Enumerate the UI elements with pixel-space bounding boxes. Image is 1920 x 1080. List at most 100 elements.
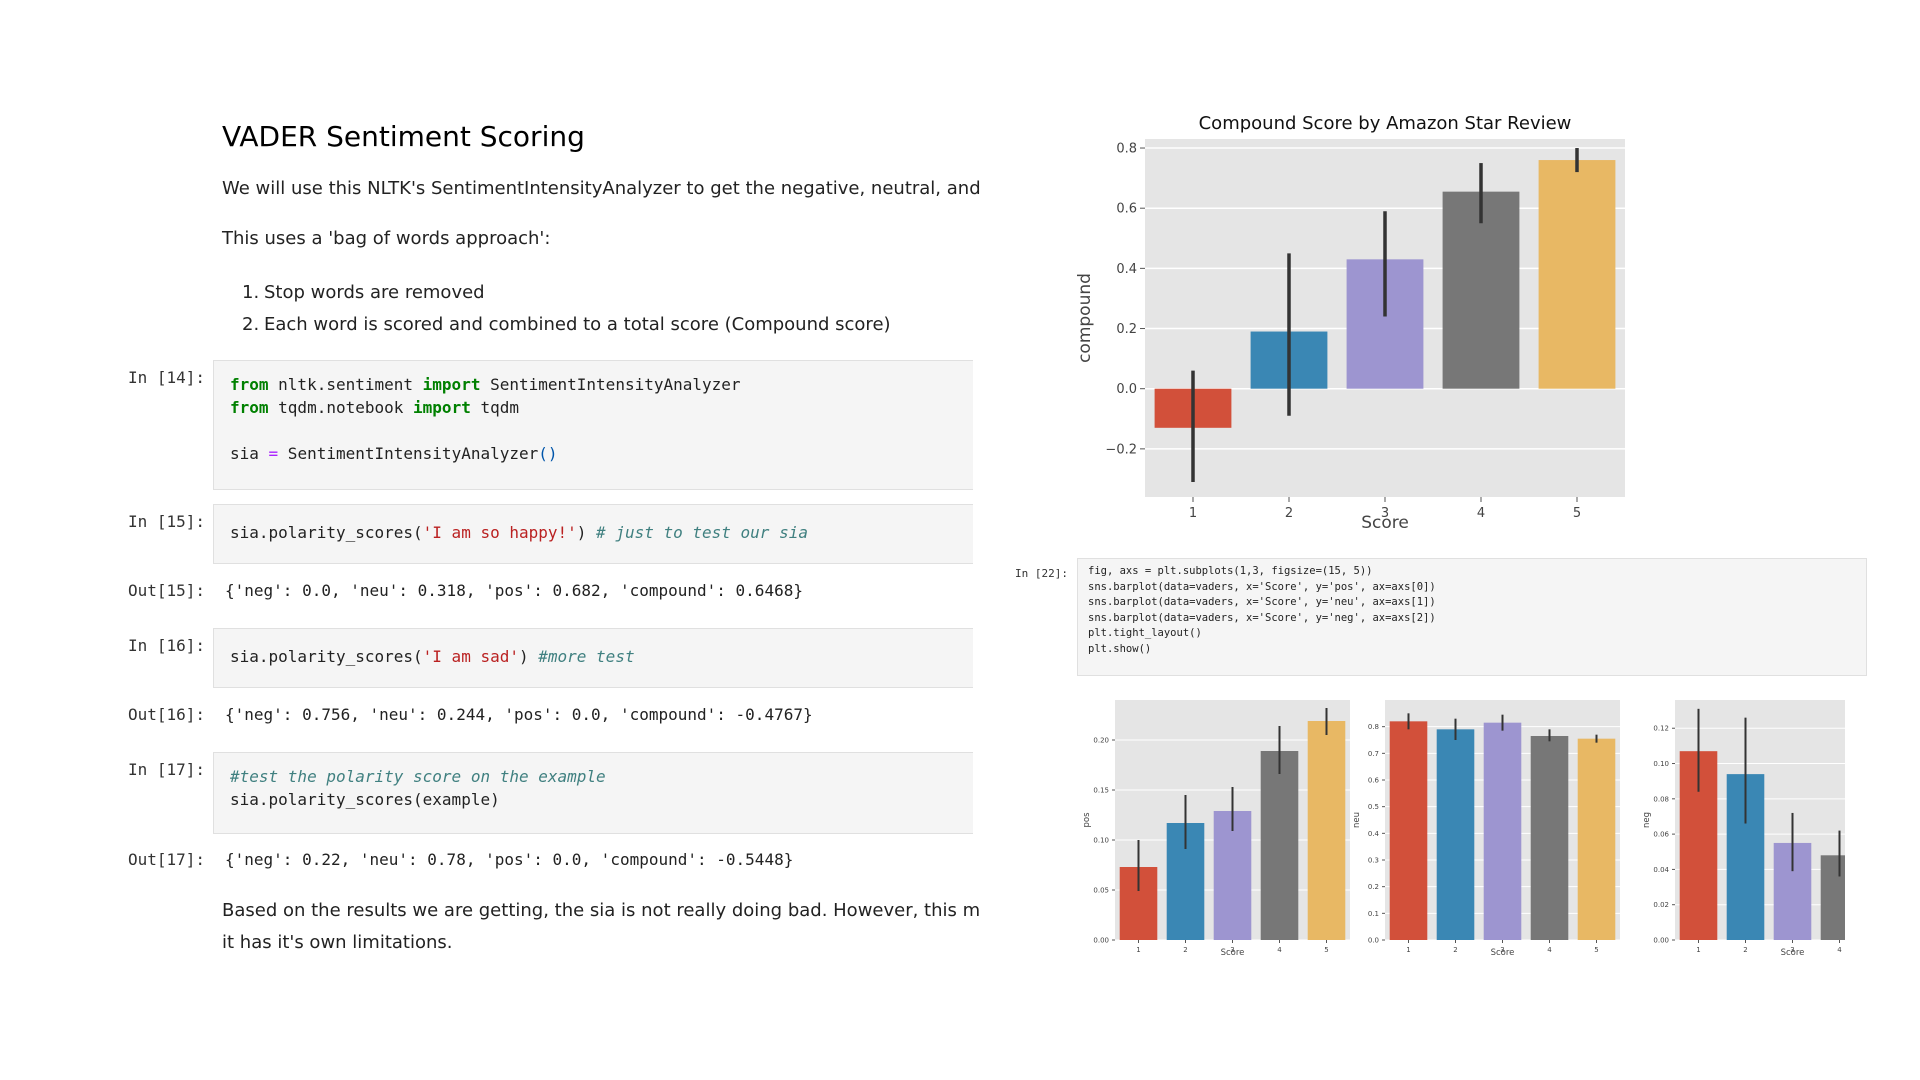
- y-tick-label: 0.8: [1368, 723, 1379, 731]
- y-tick-label: 0.6: [1368, 776, 1380, 784]
- x-tick-label: 1: [1136, 946, 1140, 954]
- list-item: 2. Each word is scored and combined to a …: [242, 314, 891, 335]
- conclusion-line-2: it has it's own limitations.: [222, 932, 453, 953]
- code-line: sia.polarity_scores('I am so happy!') # …: [230, 523, 808, 542]
- output-16: {'neg': 0.756, 'neu': 0.244, 'pos': 0.0,…: [225, 705, 813, 724]
- code-line: sns.barplot(data=vaders, x='Score', y='n…: [1088, 611, 1436, 624]
- y-tick-label: −0.2: [1105, 442, 1137, 457]
- y-tick-label: 0.04: [1653, 866, 1669, 874]
- out-prompt-17: Out[17]:: [127, 850, 205, 869]
- x-tick-label: 2: [1743, 946, 1747, 954]
- compound-score-chart: −0.2 0.0 0.2 0.4 0.6 0.8 1 2 3 4 5 Score compound Com…: [1075, 113, 1625, 533]
- list-item: 1. Stop words are removed: [242, 282, 485, 303]
- y-tick-label: 0.06: [1653, 831, 1669, 839]
- y-tick-label: 0.05: [1093, 886, 1109, 894]
- x-tick-label: 2: [1453, 946, 1457, 954]
- neg-score-chart: 0.00 0.02 0.04 0.06 0.08 0.10 0.12 1 2 3 4 Score neg: [1642, 700, 1845, 958]
- approach-paragraph: This uses a 'bag of words approach':: [222, 228, 551, 249]
- x-tick-label: 4: [1837, 946, 1842, 954]
- y-tick-label: 0.02: [1653, 901, 1669, 909]
- y-tick-label: 0.4: [1368, 830, 1380, 838]
- conclusion-line-1: Based on the results we are getting, the…: [222, 900, 980, 921]
- x-tick-label: 1: [1406, 946, 1410, 954]
- neu-score-chart: 0.0 0.1 0.2 0.3 0.4 0.5 0.6 0.7 0.8 1 2 3 4 5 Score neu: [1352, 700, 1620, 958]
- out-prompt-15: Out[15]:: [127, 581, 205, 600]
- bar: [1260, 751, 1299, 940]
- code-line: #test the polarity score on the example: [230, 767, 606, 786]
- y-tick-label: 0.0: [1368, 936, 1379, 944]
- x-axis-label: Score: [1361, 513, 1409, 533]
- y-tick-label: 0.7: [1368, 750, 1379, 758]
- section-heading: VADER Sentiment Scoring: [222, 120, 585, 153]
- code-cell-17[interactable]: #test the polarity score on the example s…: [213, 752, 973, 834]
- output-15: {'neg': 0.0, 'neu': 0.318, 'pos': 0.682,…: [225, 581, 803, 600]
- out-prompt-16: Out[16]:: [127, 705, 205, 724]
- bar: [1538, 160, 1616, 389]
- y-tick-label: 0.1: [1368, 910, 1379, 918]
- x-tick-label: 2: [1183, 946, 1187, 954]
- y-tick-label: 0.15: [1093, 786, 1109, 794]
- x-axis-label: Score: [1221, 948, 1245, 958]
- notebook-panel: VADER Sentiment Scoring We will use this…: [127, 120, 980, 953]
- x-tick-label: 1: [1189, 506, 1197, 521]
- x-tick-label: 3: [1230, 946, 1234, 954]
- x-tick-label: 3: [1790, 946, 1794, 954]
- y-tick-label: 0.10: [1093, 836, 1109, 844]
- code-line: from nltk.sentiment import SentimentInte…: [230, 375, 741, 394]
- bar: [1820, 855, 1845, 940]
- bar: [1213, 811, 1252, 940]
- in-prompt-15: In [15]:: [127, 512, 205, 531]
- x-axis-label: Score: [1491, 948, 1515, 958]
- x-tick-label: 5: [1324, 946, 1328, 954]
- y-tick-label: 0.2: [1116, 322, 1137, 337]
- y-tick-label: 0.5: [1368, 803, 1379, 811]
- y-tick-label: 0.08: [1653, 795, 1669, 803]
- code-cell-22[interactable]: fig, axs = plt.subplots(1,3, figsize=(15…: [1077, 558, 1867, 676]
- bar: [1483, 722, 1522, 940]
- y-tick-label: 0.4: [1116, 262, 1137, 277]
- in-prompt-16: In [16]:: [127, 636, 205, 655]
- x-tick-label: 3: [1381, 506, 1389, 521]
- code-cell-15[interactable]: sia.polarity_scores('I am so happy!') # …: [213, 504, 973, 564]
- bar: [1442, 191, 1520, 389]
- in-prompt-22: In [22]:: [1015, 567, 1068, 580]
- x-tick-label: 5: [1594, 946, 1598, 954]
- in-prompt-17: In [17]:: [127, 760, 205, 779]
- x-tick-label: 2: [1285, 506, 1293, 521]
- intro-paragraph: We will use this NLTK's SentimentIntensi…: [222, 178, 980, 199]
- y-tick-label: 0.00: [1653, 936, 1669, 944]
- y-axis-label: neu: [1352, 812, 1362, 828]
- pos-score-chart: 0.00 0.05 0.10 0.15 0.20 1 2 3 4 5 Score pos: [1082, 700, 1350, 958]
- output-17: {'neg': 0.22, 'neu': 0.78, 'pos': 0.0, '…: [225, 850, 794, 869]
- code-line: sia = SentimentIntensityAnalyzer(): [230, 444, 558, 463]
- y-tick-label: 0.6: [1116, 202, 1137, 217]
- code-line: sia.polarity_scores('I am sad') #more te…: [230, 647, 635, 666]
- in-prompt-14: In [14]:: [127, 368, 205, 387]
- code-line: plt.show(): [1088, 642, 1152, 655]
- code-line: sns.barplot(data=vaders, x='Score', y='n…: [1088, 596, 1436, 608]
- steps-list: 1. Stop words are removed 2. Each word is …: [222, 277, 891, 341]
- x-tick-label: 1: [1696, 946, 1700, 954]
- y-tick-label: 0.20: [1093, 736, 1109, 744]
- x-tick-label: 3: [1500, 946, 1504, 954]
- code-line: sia.polarity_scores(example): [230, 790, 500, 809]
- code-line: fig, axs = plt.subplots(1,3, figsize=(15…: [1088, 565, 1373, 577]
- y-tick-label: 0.8: [1116, 142, 1137, 157]
- bar: [1577, 738, 1616, 940]
- code-cell-16[interactable]: sia.polarity_scores('I am sad') #more te…: [213, 628, 973, 688]
- bar: [1307, 721, 1346, 940]
- bar: [1436, 729, 1475, 940]
- bar: [1389, 721, 1428, 940]
- code-line: from tqdm.notebook import tqdm: [230, 398, 519, 417]
- y-tick-label: 0.10: [1653, 760, 1669, 768]
- bar: [1530, 736, 1569, 940]
- code-line: sns.barplot(data=vaders, x='Score', y='p…: [1088, 580, 1436, 593]
- chart-title: Compound Score by Amazon Star Review: [1199, 113, 1572, 134]
- y-axis-label: neg: [1642, 812, 1652, 828]
- y-tick-label: 0.00: [1093, 936, 1109, 944]
- x-tick-label: 4: [1477, 506, 1485, 521]
- code-line: plt.tight_layout(): [1088, 627, 1202, 639]
- x-tick-label: 4: [1547, 946, 1552, 954]
- code-cell-14[interactable]: from nltk.sentiment import SentimentInte…: [213, 360, 973, 490]
- x-tick-label: 5: [1573, 506, 1581, 521]
